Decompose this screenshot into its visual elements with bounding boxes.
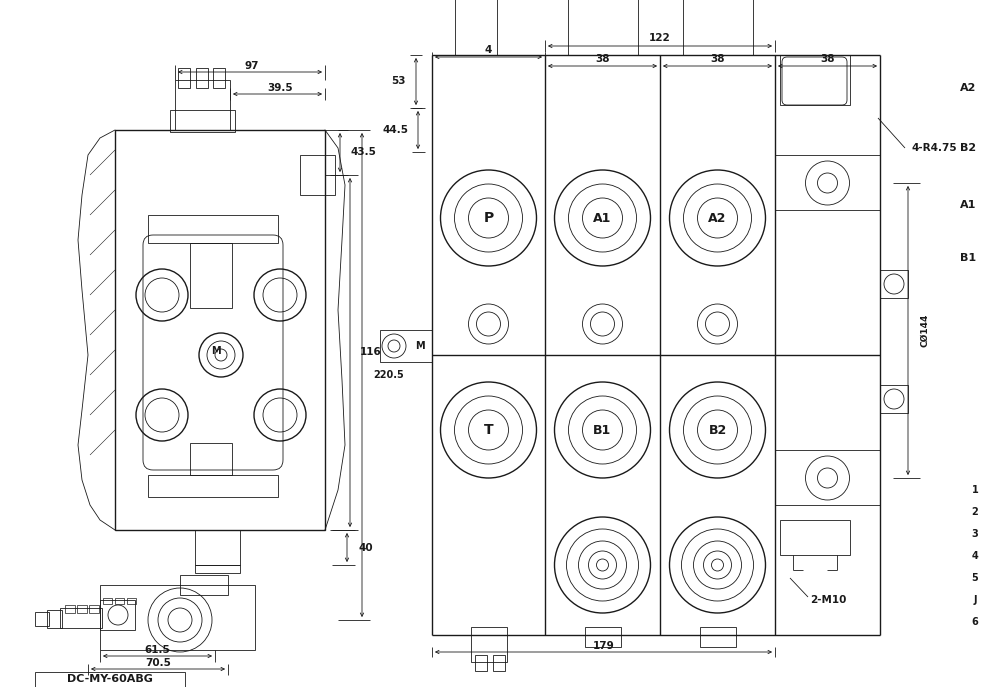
Bar: [148, 475, 278, 497]
Bar: [300, 155, 335, 195]
Text: 38: 38: [710, 54, 725, 64]
Bar: [65, 605, 75, 613]
Bar: [170, 110, 235, 132]
Bar: [60, 608, 102, 628]
Text: 97: 97: [245, 61, 259, 71]
Text: 4-R4.75: 4-R4.75: [912, 143, 958, 153]
Bar: [196, 68, 208, 88]
Bar: [195, 565, 240, 573]
Text: A2: A2: [960, 83, 976, 93]
Bar: [115, 598, 124, 604]
Bar: [89, 605, 99, 613]
Text: 3: 3: [972, 529, 978, 539]
Text: A2: A2: [708, 212, 727, 225]
Bar: [682, 0, 753, 55]
Bar: [584, 627, 620, 647]
Text: M: M: [211, 346, 221, 356]
Bar: [100, 600, 135, 630]
Bar: [47, 610, 62, 628]
Text: P: P: [483, 211, 494, 225]
Text: 43.5: 43.5: [350, 147, 376, 157]
Text: 38: 38: [595, 54, 610, 64]
Bar: [178, 68, 190, 88]
Bar: [700, 627, 736, 647]
Bar: [195, 530, 240, 565]
Text: B1: B1: [960, 253, 976, 263]
Bar: [100, 585, 255, 650]
Bar: [475, 655, 487, 671]
Text: 1: 1: [972, 485, 978, 495]
Text: B2: B2: [708, 423, 727, 436]
Bar: [190, 443, 232, 475]
Text: 122: 122: [649, 33, 671, 43]
Bar: [175, 80, 230, 130]
Text: 61.5: 61.5: [144, 645, 170, 655]
Bar: [493, 655, 505, 671]
Bar: [775, 450, 880, 505]
Bar: [775, 155, 880, 210]
Text: A1: A1: [593, 212, 612, 225]
Bar: [127, 598, 136, 604]
Bar: [35, 672, 185, 687]
Text: 2: 2: [972, 507, 978, 517]
Text: 39.5: 39.5: [267, 83, 293, 93]
Bar: [780, 520, 850, 555]
Bar: [213, 68, 225, 88]
Text: M: M: [415, 341, 425, 351]
Text: 116: 116: [360, 347, 382, 357]
Text: 6: 6: [972, 617, 978, 627]
Text: 4: 4: [485, 45, 492, 55]
Text: 179: 179: [593, 641, 614, 651]
Text: T: T: [484, 423, 493, 437]
Text: A1: A1: [960, 200, 976, 210]
Text: 38: 38: [820, 54, 835, 64]
Bar: [455, 0, 497, 55]
Bar: [568, 0, 638, 55]
Text: 5: 5: [972, 573, 978, 583]
Text: CØ144: CØ144: [920, 313, 929, 347]
Bar: [148, 215, 278, 243]
Text: 4: 4: [972, 551, 978, 561]
Bar: [880, 270, 908, 298]
Text: J: J: [973, 595, 977, 605]
Bar: [77, 605, 87, 613]
Bar: [190, 243, 232, 308]
Text: 53: 53: [392, 76, 406, 86]
Bar: [103, 598, 112, 604]
Bar: [880, 385, 908, 413]
Bar: [780, 55, 850, 105]
Text: DC-MY-60ABG: DC-MY-60ABG: [67, 674, 153, 684]
Text: 70.5: 70.5: [145, 658, 171, 668]
Text: 44.5: 44.5: [382, 125, 408, 135]
Bar: [471, 627, 507, 662]
Bar: [380, 330, 432, 362]
Text: B1: B1: [593, 423, 612, 436]
Bar: [180, 575, 228, 595]
Text: B2: B2: [960, 143, 976, 153]
Text: 220.5: 220.5: [373, 370, 404, 380]
Text: 40: 40: [358, 543, 373, 553]
Bar: [35, 612, 49, 626]
Bar: [115, 130, 325, 530]
Text: 2-M10: 2-M10: [810, 595, 846, 605]
